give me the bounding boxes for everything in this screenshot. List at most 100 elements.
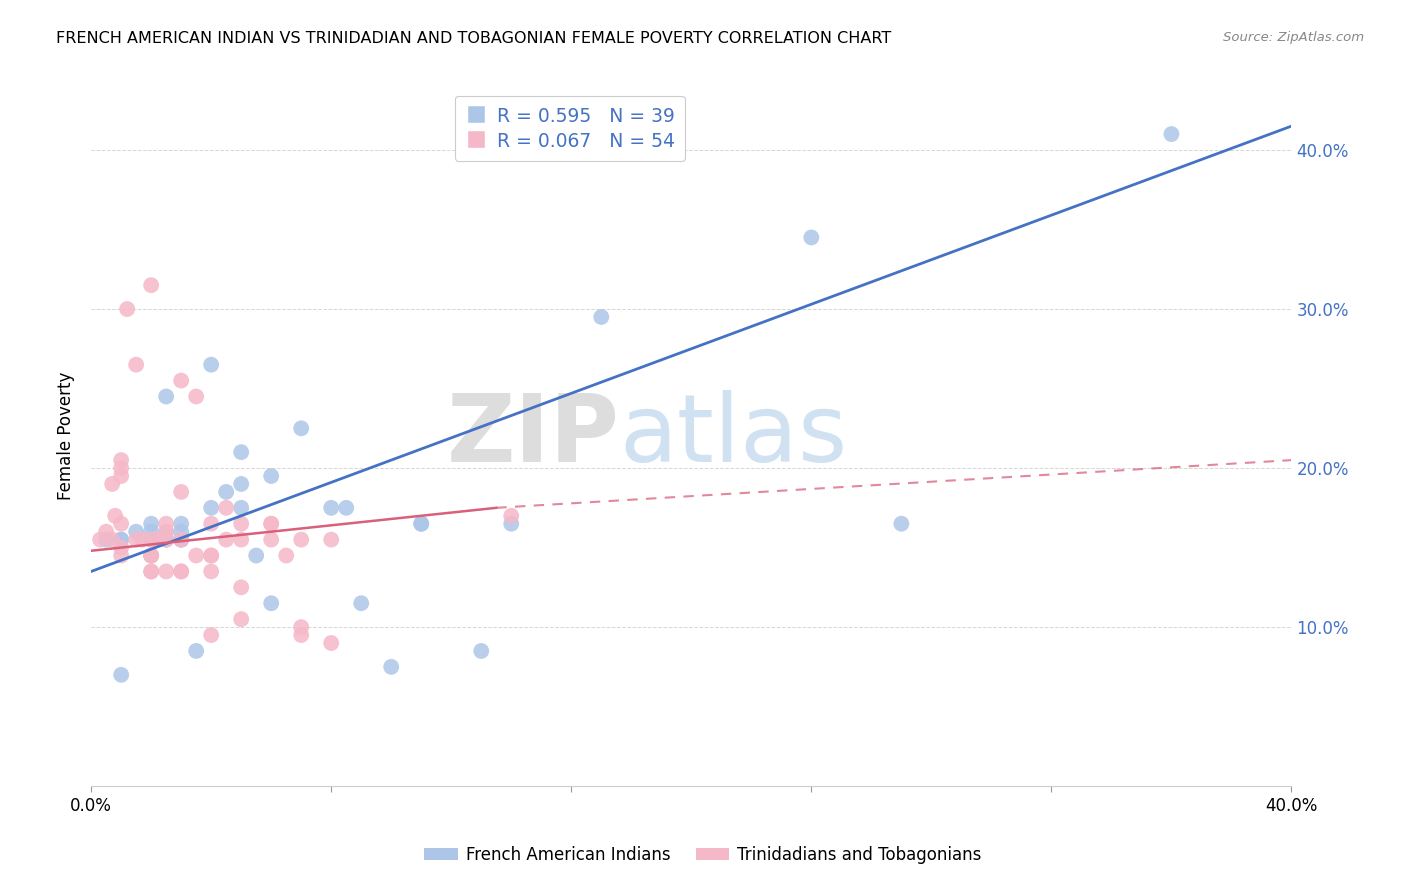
- Point: [170, 533, 193, 547]
- Point: [186, 549, 208, 563]
- Point: [800, 230, 823, 244]
- Point: [186, 644, 208, 658]
- Point: [110, 549, 132, 563]
- Point: [200, 565, 222, 579]
- Point: [231, 516, 253, 531]
- Point: [141, 516, 163, 531]
- Point: [321, 500, 343, 515]
- Text: ZIP: ZIP: [447, 391, 619, 483]
- Point: [110, 469, 132, 483]
- Point: [170, 565, 193, 579]
- Point: [96, 533, 118, 547]
- Point: [96, 524, 118, 539]
- Point: [231, 477, 253, 491]
- Point: [200, 628, 222, 642]
- Point: [170, 533, 193, 547]
- Point: [335, 500, 357, 515]
- Point: [245, 549, 267, 563]
- Point: [146, 533, 169, 547]
- Point: [231, 445, 253, 459]
- Point: [155, 533, 177, 547]
- Point: [141, 549, 163, 563]
- Point: [125, 533, 148, 547]
- Point: [131, 533, 153, 547]
- Point: [110, 461, 132, 475]
- Point: [101, 533, 124, 547]
- Point: [170, 565, 193, 579]
- Point: [591, 310, 613, 324]
- Point: [231, 500, 253, 515]
- Point: [215, 500, 238, 515]
- Point: [276, 549, 298, 563]
- Point: [411, 516, 433, 531]
- Point: [1160, 127, 1182, 141]
- Text: Source: ZipAtlas.com: Source: ZipAtlas.com: [1223, 31, 1364, 45]
- Point: [186, 389, 208, 403]
- Point: [141, 565, 163, 579]
- Point: [141, 533, 163, 547]
- Point: [110, 453, 132, 467]
- Point: [231, 533, 253, 547]
- Point: [155, 516, 177, 531]
- Point: [231, 580, 253, 594]
- Point: [290, 628, 312, 642]
- Point: [470, 644, 492, 658]
- Point: [155, 524, 177, 539]
- Point: [350, 596, 373, 610]
- Point: [104, 508, 127, 523]
- Legend: French American Indians, Trinidadians and Tobagonians: French American Indians, Trinidadians an…: [418, 839, 988, 871]
- Point: [155, 389, 177, 403]
- Point: [501, 508, 523, 523]
- Point: [231, 612, 253, 626]
- Point: [141, 533, 163, 547]
- Point: [200, 500, 222, 515]
- Point: [125, 358, 148, 372]
- Point: [260, 533, 283, 547]
- Point: [501, 516, 523, 531]
- Point: [290, 533, 312, 547]
- Point: [155, 524, 177, 539]
- Point: [110, 668, 132, 682]
- Point: [110, 533, 132, 547]
- Point: [321, 533, 343, 547]
- Point: [170, 533, 193, 547]
- Point: [200, 549, 222, 563]
- Point: [260, 596, 283, 610]
- Point: [290, 620, 312, 634]
- Point: [170, 484, 193, 499]
- Point: [141, 549, 163, 563]
- Point: [260, 516, 283, 531]
- Point: [141, 549, 163, 563]
- Point: [155, 565, 177, 579]
- Point: [215, 533, 238, 547]
- Point: [170, 516, 193, 531]
- Point: [110, 541, 132, 555]
- Point: [411, 516, 433, 531]
- Point: [321, 636, 343, 650]
- Point: [101, 477, 124, 491]
- Point: [141, 524, 163, 539]
- Point: [200, 358, 222, 372]
- Point: [155, 533, 177, 547]
- Point: [125, 524, 148, 539]
- Point: [141, 565, 163, 579]
- Point: [115, 301, 138, 316]
- Text: atlas: atlas: [619, 391, 848, 483]
- Point: [200, 516, 222, 531]
- Point: [215, 484, 238, 499]
- Point: [380, 660, 402, 674]
- Y-axis label: Female Poverty: Female Poverty: [58, 372, 75, 500]
- Point: [200, 549, 222, 563]
- Point: [110, 533, 132, 547]
- Point: [89, 533, 111, 547]
- Point: [290, 421, 312, 435]
- Text: FRENCH AMERICAN INDIAN VS TRINIDADIAN AND TOBAGONIAN FEMALE POVERTY CORRELATION : FRENCH AMERICAN INDIAN VS TRINIDADIAN AN…: [56, 31, 891, 46]
- Point: [141, 278, 163, 293]
- Point: [260, 469, 283, 483]
- Point: [110, 516, 132, 531]
- Point: [170, 524, 193, 539]
- Legend: R = 0.595   N = 39, R = 0.067   N = 54: R = 0.595 N = 39, R = 0.067 N = 54: [454, 95, 685, 161]
- Point: [890, 516, 912, 531]
- Point: [170, 374, 193, 388]
- Point: [260, 516, 283, 531]
